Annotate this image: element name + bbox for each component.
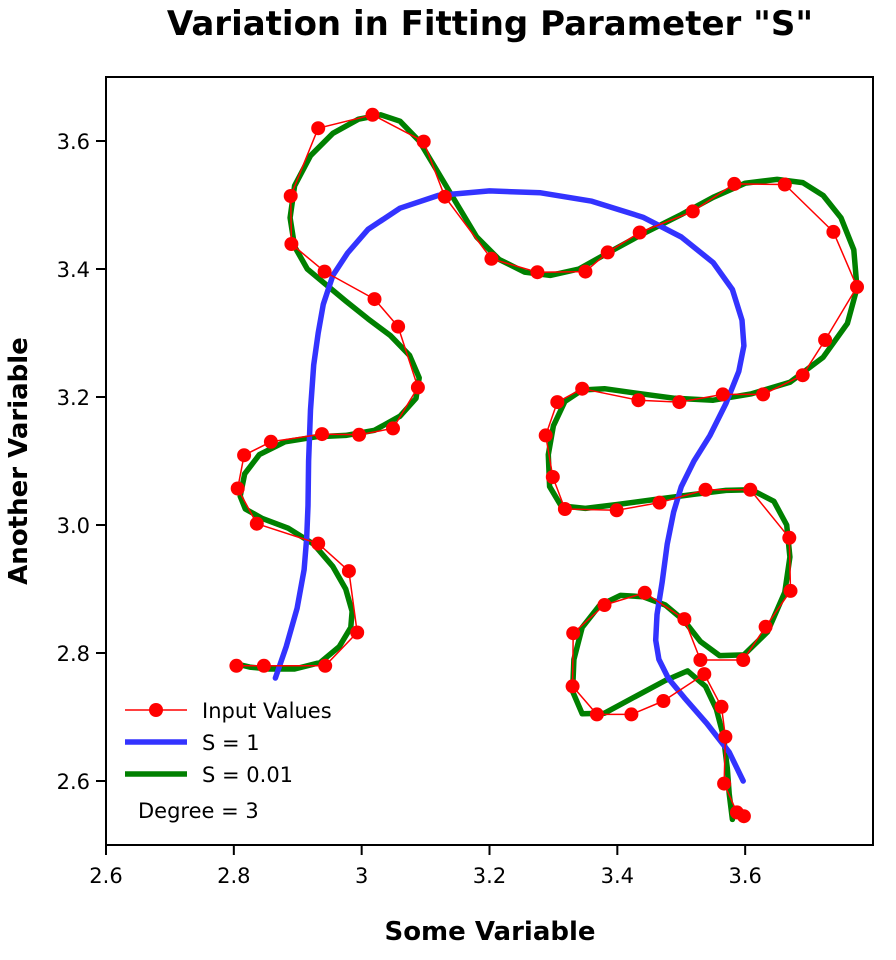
input-value-point (437, 189, 452, 204)
y-tick-label: 2.8 (57, 642, 90, 666)
x-tick-label: 3.4 (601, 864, 634, 888)
input-value-point (718, 729, 733, 744)
input-value-point (631, 393, 646, 408)
x-axis: 2.6 2.8 3 3.2 3.4 3.6 (89, 845, 762, 888)
input-value-point (698, 482, 713, 497)
input-value-point (557, 502, 572, 516)
degree-annotation: Degree = 3 (138, 799, 259, 823)
input-value-point (609, 503, 624, 518)
input-value-point (341, 564, 356, 579)
input-value-point (550, 395, 565, 410)
input-value-point (530, 265, 545, 280)
input-value-point (693, 653, 708, 667)
input-value-point (850, 279, 864, 294)
input-value-point (600, 245, 615, 260)
input-value-point (637, 585, 652, 600)
legend-label: S = 0.01 (202, 763, 293, 787)
input-value-point (284, 237, 299, 251)
input-value-point (317, 264, 332, 279)
input-value-point (410, 380, 425, 395)
input-value-point (756, 387, 771, 402)
input-value-point (416, 134, 431, 149)
input-value-point (697, 667, 712, 682)
input-value-point (311, 536, 326, 551)
input-value-point (818, 333, 833, 347)
input-value-point (736, 653, 751, 667)
input-value-point (727, 176, 742, 191)
x-tick-label: 2.6 (89, 864, 122, 888)
input-value-point (729, 805, 744, 820)
input-value-point (589, 707, 604, 722)
input-value-point (685, 204, 700, 219)
y-tick-label: 2.6 (57, 770, 90, 794)
input-value-point (538, 428, 553, 443)
input-value-point (350, 625, 365, 640)
input-value-point (318, 658, 333, 673)
input-value-point (229, 658, 244, 673)
chart-title: Variation in Fitting Parameter "S" (167, 4, 813, 44)
input-value-point (597, 598, 612, 612)
input-value-point (652, 495, 667, 510)
x-tick-label: 3 (355, 864, 368, 888)
input-value-point (743, 482, 758, 497)
x-axis-label: Some Variable (384, 917, 595, 947)
series-s-1-line (272, 188, 747, 784)
input-value-point (777, 177, 792, 192)
input-value-point (826, 224, 841, 239)
input-value-point (237, 448, 252, 463)
input-value-point (249, 516, 264, 531)
input-value-point (315, 427, 329, 442)
input-value-point (714, 699, 729, 714)
input-value-point (391, 319, 406, 334)
input-value-point (386, 421, 400, 436)
input-value-point (230, 481, 245, 496)
x-tick-label: 3.6 (728, 864, 761, 888)
input-value-point (624, 707, 639, 722)
input-value-point (795, 368, 810, 383)
input-value-point (263, 434, 278, 449)
input-value-point (656, 694, 671, 708)
y-tick-label: 3.0 (57, 514, 90, 538)
legend-label: S = 1 (202, 731, 260, 755)
legend-input-marker (149, 703, 163, 717)
input-value-point (783, 583, 798, 598)
input-value-point (782, 530, 797, 545)
input-value-point (565, 679, 580, 694)
y-tick-label: 3.4 (57, 258, 90, 282)
input-value-point (758, 619, 773, 634)
legend: Input Values S = 1 S = 0.01 (125, 699, 332, 787)
input-value-point (367, 292, 382, 307)
input-value-point (632, 225, 647, 240)
input-value-point (311, 121, 326, 136)
input-value-point (717, 776, 732, 791)
legend-label: Input Values (202, 699, 332, 723)
input-value-point (484, 251, 499, 266)
input-value-point (578, 264, 593, 279)
plot-area (105, 76, 874, 846)
input-value-point (352, 427, 367, 442)
y-axis-label: Another Variable (4, 337, 34, 585)
input-value-point (256, 658, 271, 673)
input-value-point (715, 387, 730, 402)
input-value-point (672, 395, 687, 410)
y-tick-label: 3.2 (57, 386, 90, 410)
x-tick-label: 3.2 (473, 864, 506, 888)
input-value-point (575, 381, 590, 396)
input-value-point (677, 612, 692, 627)
input-value-point (283, 189, 298, 203)
input-value-point (545, 470, 560, 484)
x-tick-label: 2.8 (217, 864, 250, 888)
input-value-point (566, 626, 581, 641)
y-axis: 2.6 2.8 3.0 3.2 3.4 3.6 (57, 130, 106, 794)
y-tick-label: 3.6 (57, 130, 90, 154)
input-value-point (365, 107, 380, 122)
